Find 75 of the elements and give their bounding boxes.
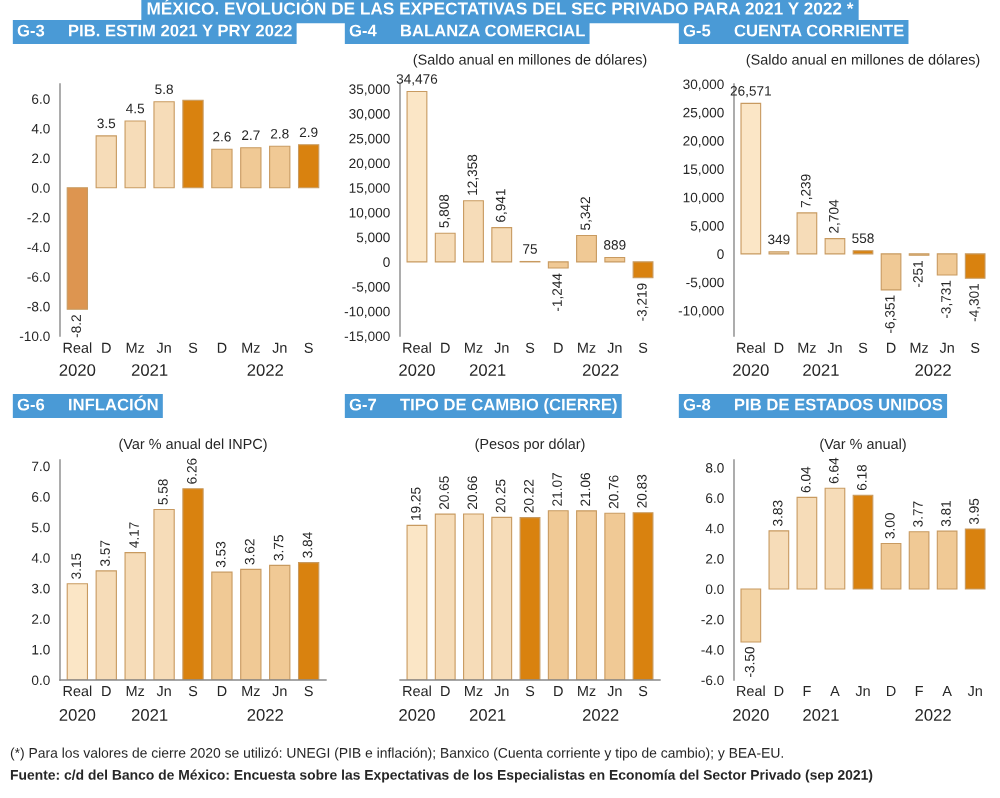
text: 2022 [915,364,951,376]
text: 2021 [469,364,506,376]
bar [796,496,818,590]
bar [269,564,291,680]
bar [66,583,89,680]
text: MÉXICO. EVOLUCIÓN DE LAS EXPECTATIVAS DEL SEC PRIVADO PARA 2021 Y 2022 * [147,0,854,15]
bar [768,530,790,590]
bar [240,568,262,680]
bar [182,488,204,680]
text: 2020 [59,364,96,376]
chart-title: G-3 PIB. ESTIM 2021 Y PRY 2022 [17,24,292,37]
bar [211,571,233,680]
bar [824,487,846,590]
text: 2020 [733,709,769,721]
bar [211,148,233,189]
bar [153,101,175,189]
text: 2021 [803,364,839,376]
text: 2020 [399,364,435,376]
text: 2022 [582,709,619,721]
bar [519,517,541,680]
bar [604,512,626,680]
bar [632,512,654,680]
text: 2020 [59,709,96,721]
bar [95,570,117,680]
text: 2022 [247,709,283,721]
bar [936,253,958,276]
text: 2022 [247,364,283,376]
bar [297,562,320,680]
bar [936,530,958,590]
bar [964,528,986,590]
text: 2021 [131,364,168,376]
bar [153,508,175,680]
bar [880,253,902,291]
chart-title: G-8 PIB DE ESTADOS UNIDOS [683,398,943,411]
chart-title: G-7 TIPO DE CAMBIO (CIERRE) [349,398,617,414]
bar [964,253,986,279]
bar [182,99,204,189]
chart-title: G-4 BALANZA COMERCIAL [349,24,585,37]
bar [240,147,262,189]
bar [547,510,569,680]
bar [491,227,513,263]
bar [434,513,456,680]
bar [463,513,484,680]
text: 2022 [915,709,951,721]
bar [491,516,513,680]
bar [406,524,428,680]
bar [880,542,902,590]
bar [796,212,818,255]
bar [406,90,428,263]
bar [95,135,117,189]
bar [463,200,484,263]
bar [908,531,930,590]
text: 2021 [131,709,168,721]
chart-title: G-5 CUENTA CORRIENTE [683,24,904,37]
bar [740,102,762,255]
bar [740,588,762,643]
text: 2020 [733,364,769,376]
bar [852,494,874,590]
text: 2020 [399,709,435,721]
chart-title: G-6 INFLACIÓN [17,395,158,411]
bar [269,145,291,189]
bar [66,187,89,310]
text: 2021 [469,709,506,721]
bar [632,261,654,279]
bar [576,510,597,680]
bar [124,120,146,189]
text: 2021 [803,709,839,721]
bar [824,238,846,255]
bar [604,256,626,263]
text: 2022 [582,364,619,376]
bar [576,234,597,263]
bar [297,144,320,189]
bar [547,261,569,269]
bar [434,232,456,263]
bar [124,552,146,680]
